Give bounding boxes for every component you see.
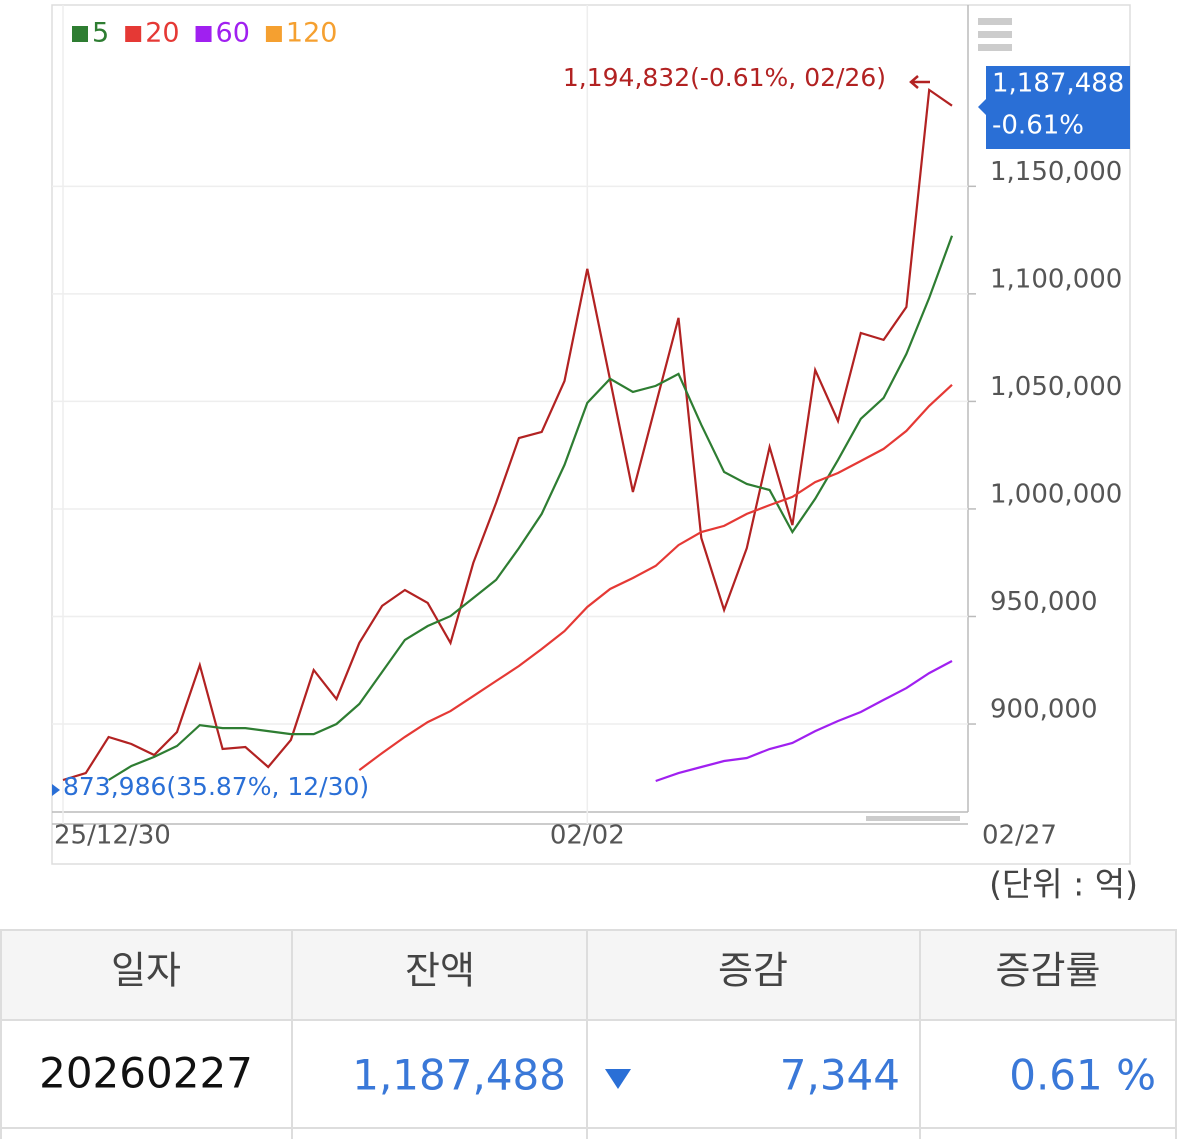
min-annotation: 873,986(35.87%, 12/30) [63, 772, 369, 801]
y-tick-label: 1,050,000 [990, 372, 1122, 402]
table-lines [0, 929, 1177, 1139]
max-arrow [909, 75, 930, 89]
y-tick-label: 1,100,000 [990, 264, 1122, 294]
header-cell: 일자 [111, 949, 181, 993]
x-tick-label: 02/27 [982, 821, 1057, 851]
down-arrow [605, 1069, 631, 1089]
y-tick-label: 1,150,000 [990, 157, 1122, 187]
scrollbar[interactable] [866, 816, 960, 821]
legend-swatch [72, 26, 88, 42]
header-cell: 증감률 [996, 949, 1101, 993]
legend-swatch [125, 26, 142, 42]
min-arrow [52, 784, 60, 796]
series-line [62, 87, 953, 782]
header-cell: 증감 [718, 949, 788, 993]
change-cell: 7,344 [780, 1051, 900, 1100]
legend-label: 60 [216, 18, 250, 49]
current-tag [978, 66, 1130, 149]
legend-swatch [195, 26, 212, 42]
chart-frame [51, 4, 1131, 865]
legend-swatch [265, 26, 282, 42]
y-tick-label: 950,000 [990, 587, 1098, 617]
menu-icon[interactable] [978, 18, 1012, 51]
rate-cell: 0.61 % [1009, 1051, 1156, 1100]
x-tick-label: 02/02 [550, 821, 625, 851]
current-value: 1,187,488 [992, 69, 1124, 99]
legend-label: 120 [286, 18, 338, 49]
max-annotation: 1,194,832(-0.61%, 02/26) [563, 63, 886, 92]
series-line [108, 235, 954, 781]
series-line [358, 383, 953, 771]
unit-note: (단위 : 억) [989, 865, 1138, 904]
legend-label: 5 [92, 18, 109, 49]
y-tick-label: 900,000 [990, 695, 1098, 725]
series-line [655, 660, 953, 783]
y-tick-label: 1,000,000 [990, 479, 1122, 509]
table-header-bg [0, 930, 1177, 1020]
x-tick-label: 25/12/30 [54, 821, 171, 851]
current-change: -0.61% [992, 111, 1084, 141]
legend-label: 20 [145, 18, 179, 49]
header-cell: 잔액 [405, 949, 475, 993]
balance-cell: 1,187,488 [352, 1051, 566, 1100]
date-cell: 20260227 [39, 1049, 253, 1098]
